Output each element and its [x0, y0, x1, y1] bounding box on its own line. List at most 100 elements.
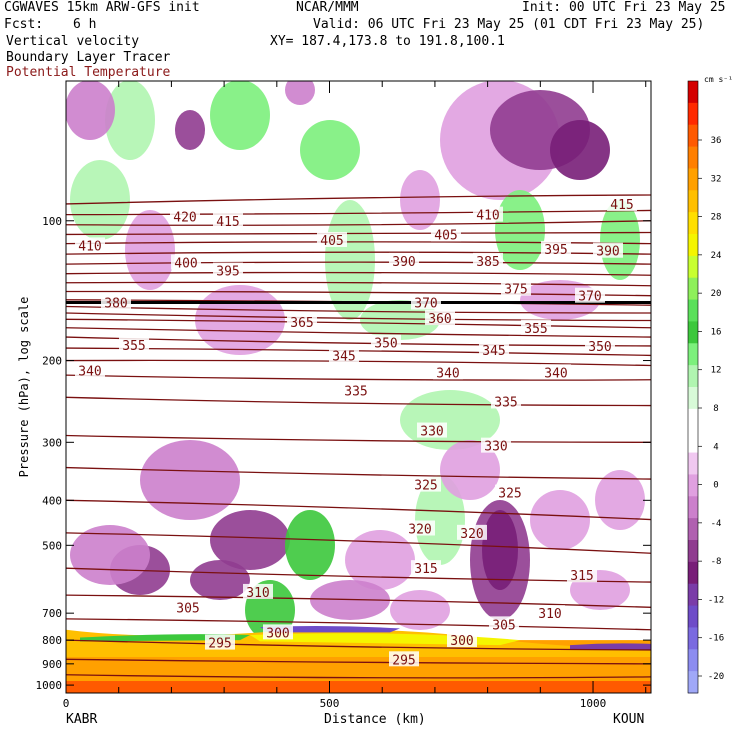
velocity-contour	[190, 560, 250, 600]
colorbar-tick-label: 24	[711, 251, 722, 261]
isentrope	[66, 271, 651, 276]
isentrope-label-bg	[171, 254, 201, 270]
isentrope-label: 350	[588, 340, 611, 355]
org-label: NCAR/MMM	[296, 0, 359, 15]
isentrope-label: 335	[344, 384, 367, 399]
isentrope-label: 315	[570, 569, 593, 584]
isentrope-label-bg	[417, 422, 447, 438]
colorbar-swatch	[688, 474, 698, 497]
tracer-fill	[570, 643, 651, 650]
colorbar-swatch	[688, 234, 698, 257]
colorbar-swatch	[688, 277, 698, 301]
colorbar-swatch	[688, 146, 698, 169]
x-axis-label: Distance (km)	[324, 712, 426, 727]
y-tick-label: 700	[42, 607, 62, 620]
isentrope-label-bg	[541, 240, 571, 256]
isentrope	[66, 674, 651, 679]
left-endpoint-label: KABR	[66, 712, 98, 727]
isentrope-label: 345	[332, 349, 355, 364]
isentrope-label: 330	[420, 425, 443, 440]
colorbar-swatch	[688, 408, 698, 432]
isentrope-label: 310	[246, 586, 269, 601]
isentrope-label-bg	[411, 476, 441, 492]
tracer-fill	[66, 681, 651, 693]
colorbar-swatch	[688, 190, 698, 213]
isentrope-label-bg	[389, 651, 419, 667]
colorbar-swatch	[688, 387, 698, 410]
xy-coords: XY= 187.4,173.8 to 191.8,100.1	[270, 34, 505, 49]
isentrope-label: 340	[544, 366, 567, 381]
isentrope-label: 405	[320, 234, 343, 249]
isentrope-label-bg	[170, 208, 200, 224]
isentrope-label: 315	[414, 562, 437, 577]
isentrope	[66, 305, 651, 314]
isentrope-label-bg	[411, 294, 441, 310]
isentrope	[66, 327, 651, 338]
y-tick-label: 400	[42, 494, 62, 507]
velocity-contour	[595, 470, 645, 530]
isentrope-label-bg	[473, 252, 503, 268]
plot-frame	[65, 80, 652, 694]
velocity-contour	[210, 81, 270, 150]
isentrope-label: 355	[524, 322, 547, 337]
isentrope	[66, 658, 651, 665]
isentrope-label: 305	[176, 601, 199, 616]
y-axis-label: Pressure (hPa), log scale	[17, 296, 31, 478]
isentrope-label: 365	[290, 316, 313, 331]
velocity-contour	[66, 81, 115, 140]
isentrope-label-bg	[495, 484, 525, 500]
velocity-contour	[415, 475, 465, 565]
isentrope	[66, 499, 651, 521]
velocity-contour	[125, 210, 175, 290]
colorbar-tick-label: 20	[711, 289, 722, 299]
isentrope-label-bg	[541, 364, 571, 380]
plot-area: 420 415 415 410 410 405 405 400 395 395 390 390 385 3…	[66, 81, 651, 693]
isentrope-label-bg	[389, 252, 419, 268]
y-tick-label: 900	[42, 658, 62, 671]
y-tick-label: 100	[42, 215, 62, 228]
isentrope	[66, 359, 651, 367]
isentrope-label: 415	[610, 198, 633, 213]
isentrope-label: 390	[392, 255, 415, 270]
isentrope-label-bg	[263, 624, 293, 640]
velocity-contour	[360, 300, 440, 340]
colorbar-swatch	[688, 605, 698, 628]
fcst-value: 6 h	[73, 17, 97, 32]
isentrope-label-bg	[75, 237, 105, 253]
isentrope-label: 410	[78, 239, 101, 254]
isentrope-label: 355	[122, 339, 145, 354]
isentrope-label: 345	[482, 344, 505, 359]
isentrope	[66, 594, 651, 608]
isentrope	[66, 194, 651, 205]
isentrope-label: 385	[476, 255, 499, 270]
colorbar-swatch	[688, 583, 698, 607]
colorbar-tick-label: 4	[713, 442, 718, 452]
colorbar-swatch	[688, 168, 698, 191]
right-endpoint-label: KOUN	[613, 712, 645, 727]
velocity-contour	[495, 190, 545, 270]
isentrope-label: 395	[216, 265, 239, 280]
isentrope-label: 325	[414, 479, 437, 494]
colorbar-swatch	[688, 365, 698, 388]
isentrope-label-bg	[481, 437, 511, 453]
x-tick-label: 500	[320, 697, 340, 710]
isentrope-label: 305	[492, 618, 515, 633]
isentrope-label-bg	[329, 347, 359, 363]
isentrope-label-bg	[501, 280, 531, 296]
isentrope-label: 380	[104, 297, 127, 312]
colorbar-tick-label: 16	[711, 327, 722, 337]
isentrope-label: 310	[538, 607, 561, 622]
x-tick-label: 0	[63, 697, 70, 710]
x-tick-label: 1000	[580, 697, 607, 710]
isentrope-label-bg	[405, 520, 435, 536]
velocity-contour	[175, 110, 205, 150]
colorbar-tick-label: 28	[711, 213, 722, 223]
model-title: CGWAVES 15km ARW-GFS init	[4, 0, 200, 15]
isentrope-label: 300	[450, 634, 473, 649]
colorbar-swatch	[688, 212, 698, 235]
isentrope-label-bg	[341, 382, 371, 398]
colorbar-tick-label: -4	[711, 519, 722, 529]
isentrope-label: 340	[78, 364, 101, 379]
y-tick-label: 200	[42, 355, 62, 368]
